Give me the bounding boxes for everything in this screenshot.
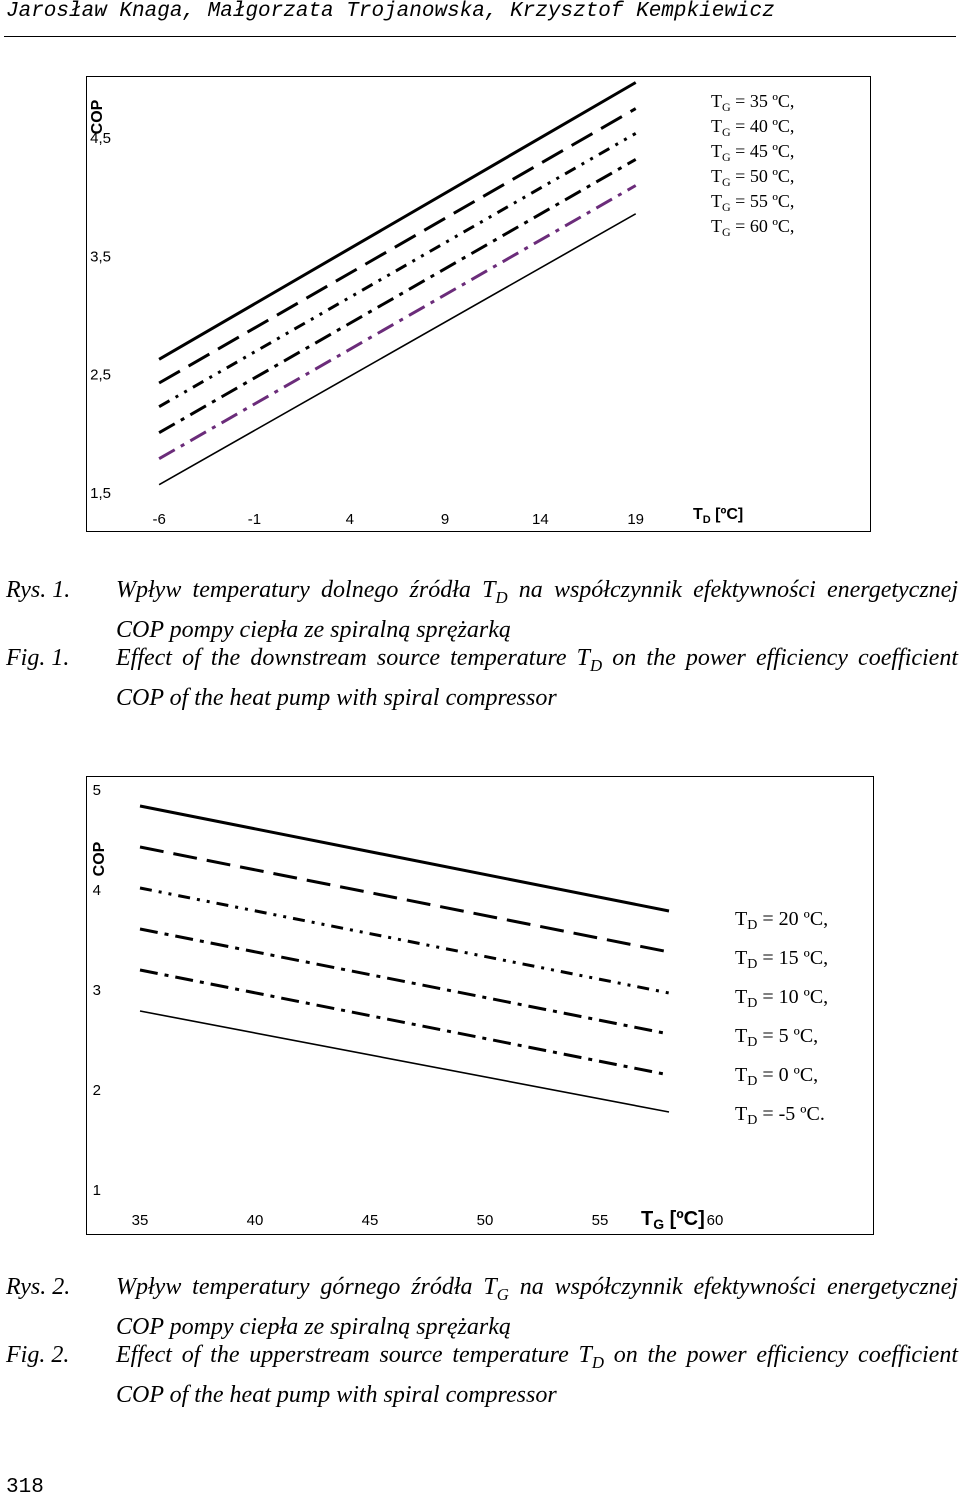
series-line-3 bbox=[139, 886, 670, 995]
x-tick-label: 14 bbox=[532, 511, 549, 528]
x-tick-label: 9 bbox=[441, 511, 449, 528]
x-tick-label: 60 bbox=[707, 1212, 724, 1229]
series-line-6 bbox=[139, 1010, 670, 1113]
legend-entry: TG = 45 ºC, bbox=[711, 141, 794, 164]
series-line-5 bbox=[158, 184, 637, 461]
legend-entry: TD = 20 ºC, bbox=[735, 908, 828, 933]
caption-text: Effect of the downstream source temperat… bbox=[116, 645, 958, 711]
x-tick-label: 45 bbox=[362, 1212, 379, 1229]
header-rule bbox=[4, 36, 956, 37]
series-line-2 bbox=[158, 107, 637, 385]
x-tick-label: -1 bbox=[248, 511, 261, 528]
legend-entry: TG = 35 ºC, bbox=[711, 91, 794, 114]
y-tick-label: 4 bbox=[93, 882, 101, 899]
legend-entry: TD = 5 ºC, bbox=[735, 1025, 818, 1050]
y-tick-label: 3,5 bbox=[90, 248, 111, 265]
x-axis-title: TG [ºC] bbox=[641, 1208, 705, 1232]
y-tick-label: 1 bbox=[93, 1182, 101, 1199]
y-tick-label: 3 bbox=[93, 982, 101, 999]
x-tick-label: 55 bbox=[592, 1212, 609, 1229]
figure-1-frame: 4,5 3,5 2,5 1,5 -6 -1 4 9 14 19 COP TD [ºC] TG = 35 … bbox=[86, 76, 871, 532]
caption-label: Rys. 1. bbox=[6, 577, 71, 603]
series-line-5 bbox=[139, 968, 670, 1077]
y-tick-label: 2,5 bbox=[90, 367, 111, 384]
y-tick-label: 1,5 bbox=[90, 485, 111, 502]
x-tick-label: -6 bbox=[152, 511, 165, 528]
legend-entry: TG = 50 ºC, bbox=[711, 166, 794, 189]
figure-2-chart: 5 4 3 2 1 35 40 45 50 55 60 COP TG [ºC] TD = 20 ºC, TD… bbox=[91, 782, 828, 1232]
legend-entry: TD = -5 ºC. bbox=[735, 1103, 825, 1128]
caption-text: Wpływ temperatury dolnego źródła TD na w… bbox=[116, 577, 958, 643]
caption-text: Wpływ temperatury górnego źródła TG na w… bbox=[116, 1274, 958, 1340]
caption-label: Fig. 1. bbox=[6, 645, 70, 671]
page-number: 318 bbox=[6, 1476, 44, 1499]
x-tick-label: 4 bbox=[346, 511, 354, 528]
figure-1-chart: 4,5 3,5 2,5 1,5 -6 -1 4 9 14 19 COP TD [ºC] TG = 35 … bbox=[89, 81, 794, 528]
caption-text: Effect of the upperstream source tempera… bbox=[116, 1342, 958, 1408]
series-line-4 bbox=[139, 927, 670, 1036]
running-header: Jarosław Knaga, Małgorzata Trojanowska, … bbox=[6, 0, 775, 23]
x-tick-label: 19 bbox=[627, 511, 644, 528]
series-line-1 bbox=[139, 804, 670, 913]
x-axis-title: TD [ºC] bbox=[693, 506, 743, 526]
series-line-6 bbox=[158, 213, 637, 486]
legend-entry: TG = 60 ºC, bbox=[711, 216, 794, 239]
series-line-3 bbox=[158, 132, 637, 409]
y-axis-title: COP bbox=[89, 99, 106, 134]
figure-2-frame: 5 4 3 2 1 35 40 45 50 55 60 COP TG [ºC] TD = 20 ºC, TD… bbox=[86, 776, 874, 1235]
caption-label: Rys. 2. bbox=[6, 1274, 71, 1300]
legend-entry: TG = 55 ºC, bbox=[711, 191, 794, 214]
legend-entry: TD = 15 ºC, bbox=[735, 947, 828, 972]
y-axis-title: COP bbox=[91, 841, 108, 876]
series-line-4 bbox=[158, 158, 637, 435]
x-tick-label: 40 bbox=[247, 1212, 264, 1229]
series-line-2 bbox=[139, 845, 670, 954]
legend-entry: TG = 40 ºC, bbox=[711, 116, 794, 139]
legend-entry: TD = 0 ºC, bbox=[735, 1064, 818, 1089]
caption-label: Fig. 2. bbox=[6, 1342, 70, 1368]
y-tick-label: 4,5 bbox=[90, 130, 111, 147]
y-tick-label: 5 bbox=[93, 782, 101, 799]
x-tick-label: 50 bbox=[477, 1212, 494, 1229]
y-tick-label: 2 bbox=[93, 1082, 101, 1099]
x-tick-label: 35 bbox=[132, 1212, 149, 1229]
legend-entry: TD = 10 ºC, bbox=[735, 986, 828, 1011]
series-line-1 bbox=[158, 81, 637, 361]
